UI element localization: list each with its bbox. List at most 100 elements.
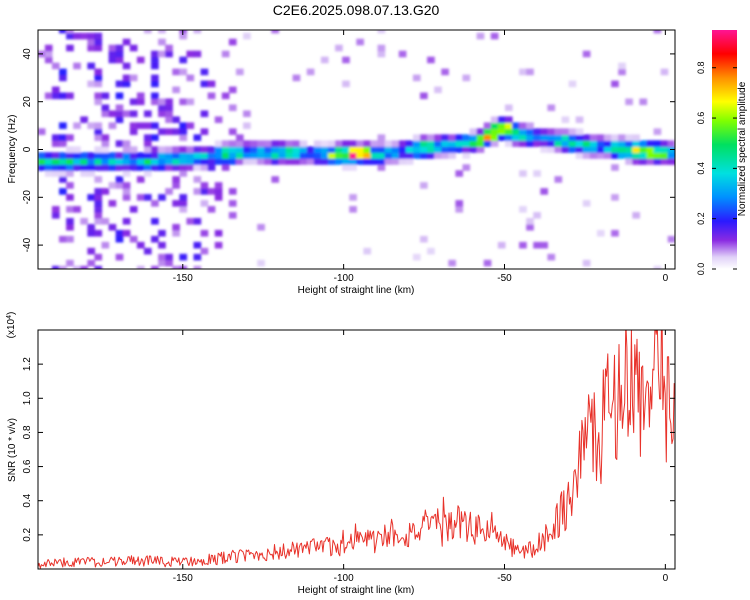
heatmap-cell (59, 30, 67, 34)
heatmap-cell (143, 110, 152, 118)
heatmap-cell (80, 164, 88, 171)
heatmap-cell (490, 116, 499, 124)
heatmap-cell (108, 164, 117, 171)
heatmap-cell (384, 152, 393, 159)
heatmap-cell (519, 122, 527, 129)
heatmap-cell (38, 158, 46, 165)
heatmap-cell (582, 134, 591, 141)
heatmap-cell (377, 164, 386, 171)
heatmap-cell (186, 50, 195, 58)
heatmap-cell (420, 140, 428, 147)
heatmap-cell (342, 152, 350, 159)
heatmap-cell (412, 146, 421, 153)
heatmap-cell (165, 128, 173, 135)
heatmap-cell (377, 30, 386, 34)
heatmap-cell (575, 134, 584, 141)
heatmap-cell (384, 140, 393, 147)
heatmap-cell (186, 218, 195, 225)
heatmap-cell (151, 146, 159, 153)
heatmap-cell (172, 86, 180, 94)
heatmap-cell (115, 56, 124, 64)
heatmap-cell (115, 176, 124, 183)
heatmap-cell (136, 194, 145, 201)
heatmap-cell (59, 188, 67, 195)
heatmap-cell (172, 223, 180, 231)
heatmap-cell (193, 30, 202, 34)
heatmap-cell (540, 241, 548, 249)
heatmap-cell (214, 241, 223, 249)
heatmap-cell (632, 212, 641, 219)
heatmap-cell (151, 235, 159, 243)
heatmap-cell (504, 116, 513, 124)
heatmap-cell (533, 241, 541, 249)
heatmap-cell (349, 140, 357, 147)
heatmap-cell (441, 134, 449, 141)
heatmap-cell (122, 229, 131, 237)
heatmap-cell (214, 182, 223, 189)
heatmap-cell (186, 98, 195, 106)
heatmap-cell (129, 146, 138, 153)
heatmap-cell (228, 152, 237, 159)
heatmap-cell (115, 92, 124, 100)
heatmap-cell (80, 218, 88, 225)
heatmap-cell (391, 140, 400, 147)
heatmap-cell (483, 140, 492, 147)
heatmap-cell (235, 140, 244, 147)
heatmap-cell (271, 176, 280, 183)
heatmap-cell (320, 158, 329, 165)
heatmap-cell (398, 152, 407, 159)
heatmap-cell (582, 152, 591, 159)
colorbar-tick-label: 0.6 (696, 112, 706, 125)
heatmap-cell (582, 146, 591, 153)
heatmap-cell (143, 146, 152, 153)
heatmap-cell (646, 146, 655, 153)
heatmap-cell (476, 140, 485, 147)
heatmap-cell (94, 44, 103, 52)
heatmap-cell (122, 74, 131, 82)
heatmap-cell (94, 200, 103, 207)
heatmap-cell (625, 98, 633, 106)
heatmap-cell (632, 152, 641, 159)
heatmap-cell (193, 152, 202, 159)
heatmap-cell (257, 146, 265, 153)
heatmap-cell (193, 164, 202, 171)
heatmap-cell (674, 152, 675, 159)
heatmap-cell (349, 164, 357, 171)
heatmap-cell (625, 134, 633, 141)
heatmap-cell (94, 122, 103, 129)
heatmap-cell (320, 56, 329, 64)
heatmap-cell (101, 104, 110, 112)
heatmap-cell (349, 206, 357, 213)
heatmap-cell (250, 140, 258, 147)
heatmap-cell (136, 241, 145, 249)
heatmap-cell (596, 146, 605, 153)
heatmap-cell (618, 62, 626, 70)
heatmap-cell (356, 152, 364, 159)
heatmap-cell (87, 62, 96, 70)
heatmap-cell (660, 68, 669, 76)
heatmap-cell (158, 253, 166, 261)
heatmap-cell (80, 116, 88, 124)
heatmap-cell (398, 158, 407, 165)
heatmap-cell (427, 140, 435, 147)
heatmap-cell (136, 92, 145, 100)
heatmap-cell (420, 146, 428, 153)
heatmap-cell (115, 235, 124, 243)
heatmap-cell (87, 194, 96, 201)
heatmap-cell (356, 38, 364, 46)
heatmap-cell (554, 140, 563, 147)
heatmap-cell (59, 158, 67, 165)
heatmap-cell (398, 50, 407, 58)
heatmap-cell (278, 152, 287, 159)
y-tick-label: 0 (22, 146, 33, 152)
heatmap-cell (151, 92, 159, 100)
heatmap-cell (476, 32, 485, 40)
heatmap-cell (129, 206, 138, 213)
heatmap-cell (257, 152, 265, 159)
heatmap-cell (172, 176, 180, 183)
colorbar-gradient (712, 30, 737, 269)
heatmap-cell (179, 146, 188, 153)
heatmap-cell (51, 134, 60, 141)
heatmap-cell (533, 170, 541, 177)
heatmap-cell (66, 158, 74, 165)
